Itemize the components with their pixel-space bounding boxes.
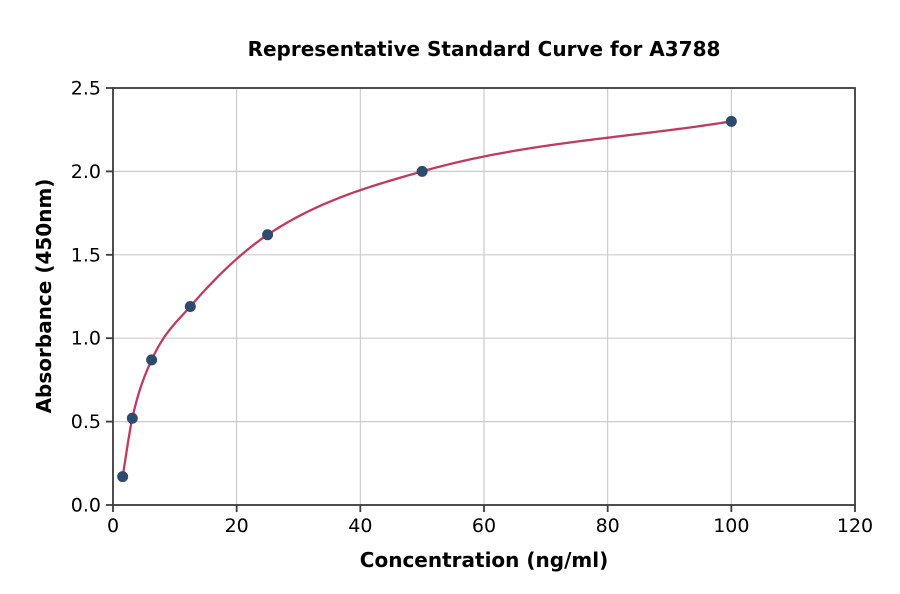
data-point bbox=[184, 301, 196, 313]
x-tick-label: 80 bbox=[596, 515, 620, 537]
data-point bbox=[117, 471, 129, 483]
x-tick-label: 60 bbox=[472, 515, 496, 537]
fit-curve-path bbox=[121, 120, 733, 478]
data-point bbox=[262, 229, 274, 241]
x-tick-label: 100 bbox=[713, 515, 749, 537]
y-tick-label: 1.5 bbox=[71, 244, 101, 266]
x-tick-label: 20 bbox=[225, 515, 249, 537]
y-tick-label: 0.0 bbox=[71, 495, 101, 517]
data-point bbox=[126, 412, 138, 424]
y-axis-label: Absorbance (450nm) bbox=[32, 179, 56, 414]
gridlines bbox=[112, 87, 856, 506]
x-tick-label: 40 bbox=[348, 515, 372, 537]
y-tick-label: 1.0 bbox=[71, 328, 101, 350]
x-tick-label: 120 bbox=[837, 515, 873, 537]
data-point bbox=[416, 165, 428, 177]
x-axis-label: Concentration (ng/ml) bbox=[360, 548, 608, 572]
y-tick-label: 2.5 bbox=[71, 78, 101, 100]
data-point bbox=[725, 115, 737, 127]
y-tick-label: 0.5 bbox=[71, 411, 101, 433]
chart-title: Representative Standard Curve for A3788 bbox=[248, 37, 721, 61]
data-point bbox=[146, 354, 158, 366]
data-series bbox=[117, 115, 737, 483]
tick-marks bbox=[106, 87, 856, 512]
y-tick-label: 2.0 bbox=[71, 161, 101, 183]
x-tick-label: 0 bbox=[107, 515, 119, 537]
tick-labels: 0 20 40 60 80 100 120 0.0 0.5 1.0 1.5 2.0 2.5 bbox=[71, 78, 873, 538]
